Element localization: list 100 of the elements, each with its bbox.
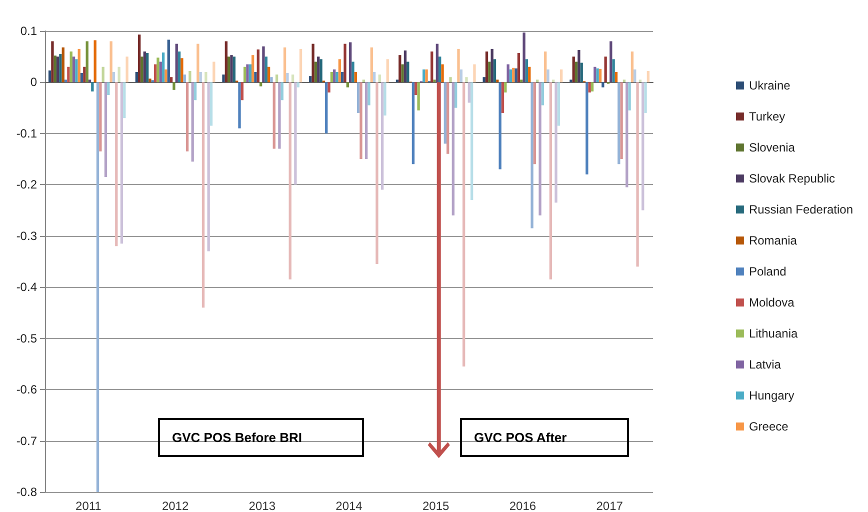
bar [56, 56, 60, 82]
bar [299, 48, 302, 82]
bar [67, 66, 70, 82]
bar [230, 55, 233, 82]
bar [94, 40, 96, 82]
bar [294, 82, 297, 185]
legend-label: Moldova [748, 296, 795, 310]
bar [644, 82, 647, 113]
bar [309, 76, 312, 82]
bar [212, 62, 216, 82]
bar [120, 82, 124, 244]
bar [259, 82, 262, 86]
bar [598, 68, 602, 82]
bar [546, 69, 550, 82]
bar [312, 44, 314, 82]
bar [449, 77, 452, 82]
bar [468, 82, 470, 103]
bar [146, 53, 149, 82]
legend-label: Lithuania [748, 326, 798, 340]
bar [504, 82, 507, 92]
y-tick-label: 0 [30, 75, 38, 90]
bar [354, 72, 357, 82]
bar [370, 47, 373, 82]
x-tick-label: 2016 [509, 499, 536, 512]
bar [588, 82, 591, 92]
x-tick-label: 2017 [596, 499, 624, 512]
bar [264, 56, 268, 82]
legend-label: Slovenia [748, 140, 796, 154]
bar [183, 74, 186, 82]
y-tick-label: -0.7 [16, 434, 38, 448]
bar [272, 82, 276, 149]
bar [118, 66, 120, 82]
bar [560, 69, 563, 82]
bar [64, 80, 68, 82]
bar [462, 82, 466, 367]
x-tick-label: 2013 [248, 499, 276, 512]
bar [506, 64, 510, 82]
bar [115, 82, 118, 246]
bar [552, 80, 555, 82]
y-tick-label: -0.1 [16, 126, 38, 140]
bar [604, 56, 607, 82]
bar [446, 82, 450, 154]
bar [406, 62, 410, 82]
bar [291, 74, 294, 82]
annotation: GVC POS Before BRI [158, 418, 364, 457]
bar [280, 82, 284, 100]
bar [618, 82, 620, 164]
bar [123, 82, 126, 118]
legend-label: Romania [748, 234, 798, 248]
bar [493, 59, 496, 82]
bar [62, 47, 64, 82]
bar [422, 69, 426, 82]
bar [88, 80, 92, 82]
bar [496, 80, 499, 82]
bar [349, 42, 352, 82]
bar [275, 74, 278, 82]
bar [140, 56, 144, 82]
bar [438, 56, 442, 82]
y-tick-label: 0.1 [20, 24, 38, 38]
bar [288, 82, 292, 280]
x-tick-label: 2014 [336, 499, 363, 512]
y-tick-label: -0.6 [16, 382, 38, 397]
bar [102, 66, 104, 82]
y-tick-label: -0.2 [16, 178, 38, 192]
bar [333, 69, 336, 82]
bar [554, 82, 558, 203]
x-tick-label: 2012 [162, 499, 189, 512]
bar [51, 41, 54, 82]
bar [172, 82, 176, 90]
bar [404, 50, 407, 82]
bar [110, 41, 112, 82]
bar [596, 68, 599, 82]
bar [228, 56, 230, 82]
bar [586, 82, 588, 174]
bar [204, 72, 208, 82]
annotation: GVC POS After [460, 418, 629, 457]
bar [180, 58, 184, 82]
bar [630, 51, 634, 82]
bar [232, 56, 236, 82]
bar [398, 55, 402, 82]
y-tick-label: -0.8 [16, 485, 38, 499]
bar [594, 66, 596, 82]
bar [80, 73, 84, 82]
bar [509, 69, 512, 82]
bar [574, 62, 578, 82]
bar [341, 72, 344, 82]
bar [54, 56, 56, 82]
bar [278, 82, 281, 149]
legend-label: Russian Federation [748, 202, 854, 216]
legend-label: Poland [748, 264, 786, 278]
bar [380, 82, 384, 190]
bar [490, 48, 494, 82]
bar [488, 62, 491, 82]
bar [154, 64, 157, 82]
bar [498, 82, 502, 170]
bar [626, 82, 628, 188]
bar [352, 62, 354, 82]
bar [384, 82, 386, 116]
bar [368, 82, 370, 106]
bar [460, 69, 462, 82]
